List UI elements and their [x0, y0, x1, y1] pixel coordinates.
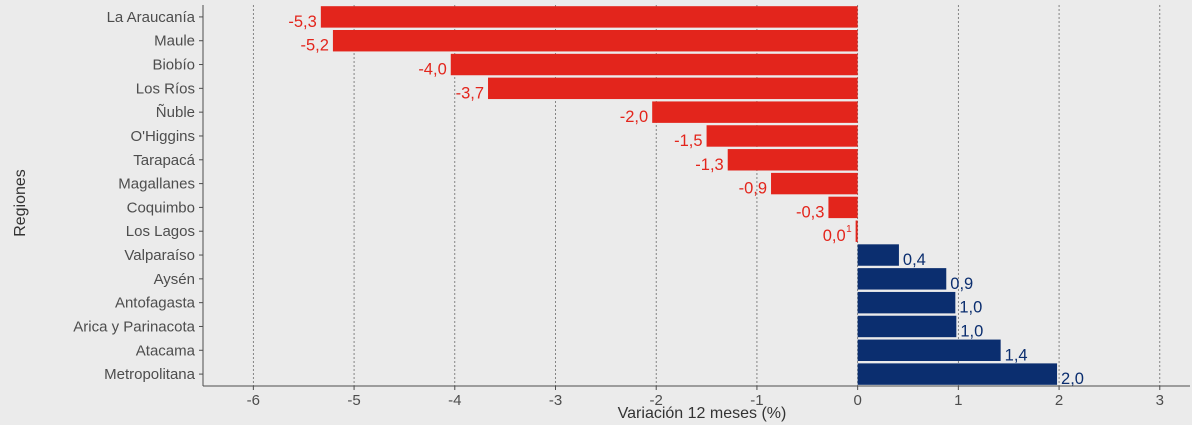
bar: [771, 172, 858, 195]
data-label: 0,0: [823, 227, 846, 245]
data-label: -4,0: [418, 61, 446, 79]
category-label: O'Higgins: [130, 128, 195, 145]
x-tick-label: -6: [247, 392, 260, 409]
x-tick-label: -3: [549, 392, 562, 409]
y-axis-title: Regiones: [12, 169, 29, 237]
axes: -6 -5 -4 -3 -2 -1 0 1 2 3 La Araucanía Maule Biobío L…: [73, 5, 1190, 409]
category-label: La Araucanía: [107, 9, 196, 26]
bar: [332, 30, 858, 52]
bar: [857, 363, 1058, 385]
x-tick-label: -5: [347, 392, 360, 409]
category-label: Valparaíso: [124, 247, 195, 264]
category-label: Maule: [154, 33, 195, 50]
data-label: -5,3: [288, 13, 316, 31]
category-label: Biobío: [152, 57, 195, 74]
x-tick-label: 0: [853, 392, 861, 409]
x-tick-label: 1: [954, 392, 962, 409]
category-label: Los Ríos: [136, 80, 195, 97]
bar: [828, 196, 858, 219]
data-label: -5,2: [300, 37, 328, 55]
data-label: 2,0: [1061, 370, 1084, 388]
x-tick-label: 2: [1055, 392, 1063, 409]
data-label: -0,3: [796, 203, 824, 221]
bar: [857, 291, 956, 314]
x-tick-label: -4: [448, 392, 461, 409]
bar: [450, 53, 858, 76]
category-label: Los Lagos: [126, 223, 195, 240]
bar: [706, 125, 858, 147]
data-label: 0,9: [950, 275, 973, 293]
category-label: Antofagasta: [115, 295, 196, 312]
data-label: -2,0: [620, 108, 648, 126]
data-label: 1,0: [959, 299, 982, 317]
category-label: Arica y Parinacota: [73, 318, 195, 335]
category-label: Metropolitana: [104, 366, 196, 383]
bar: [320, 6, 858, 28]
data-label: -3,7: [456, 84, 484, 102]
data-label: 1,4: [1005, 346, 1028, 364]
bar: [857, 339, 1001, 361]
bars: [320, 6, 1058, 385]
bar: [855, 220, 858, 242]
data-label: -1,3: [695, 156, 723, 174]
data-label-footnote: 1: [846, 224, 852, 235]
category-label: Atacama: [136, 342, 196, 359]
category-label: Magallanes: [118, 176, 195, 193]
bar: [652, 101, 858, 123]
x-tick-label: 3: [1156, 392, 1164, 409]
category-label: Aysén: [154, 271, 195, 288]
bar: [857, 268, 947, 290]
bar: [857, 244, 899, 266]
data-label: 1,0: [960, 322, 983, 340]
category-label: Tarapacá: [133, 152, 195, 169]
x-axis-title: Variación 12 meses (%): [618, 405, 787, 422]
bar: [488, 77, 858, 100]
x-tick-label: -2: [650, 392, 663, 409]
data-label: 0,4: [903, 251, 926, 269]
bar: [857, 315, 957, 338]
data-label: -0,9: [739, 180, 767, 198]
value-labels: -5,3-5,2-4,0-3,7-2,0-1,5-1,3-0,9-0,30,0 1…: [288, 13, 1084, 388]
category-label: Ñuble: [156, 104, 195, 121]
bar: [727, 149, 858, 171]
category-label: Coquimbo: [127, 199, 195, 216]
x-tick-label: -1: [750, 392, 763, 409]
data-label: -1,5: [674, 132, 702, 150]
